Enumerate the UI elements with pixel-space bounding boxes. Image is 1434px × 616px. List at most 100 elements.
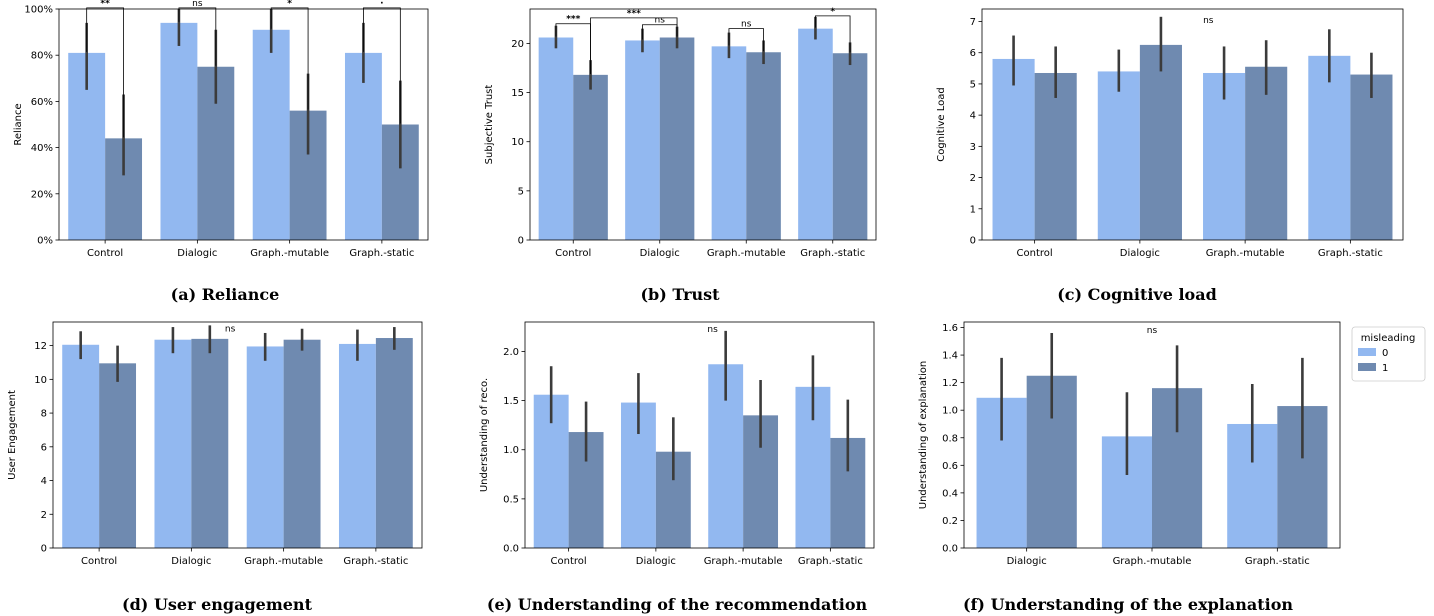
- significance-label: ns: [707, 325, 718, 335]
- significance-label: ns: [192, 0, 203, 9]
- chart-panel-c: 0 1 2 3 4 5 6 7 Control Dialogic Graph.-mutable Gra…: [936, 8, 1404, 259]
- x-tick-label: Graph.-static: [1318, 248, 1383, 259]
- x-tick-label: Graph.-mutable: [707, 248, 786, 259]
- y-tick-label: 8: [41, 409, 47, 420]
- bar-graph-mutable-misleading-1: [746, 52, 781, 240]
- y-tick-label: 7: [970, 17, 976, 28]
- y-tick-label: 0.0: [503, 544, 519, 555]
- chart-panel-a: 0% 20% 40% 60% 80% 100% Control Dialogic Graph.-…: [13, 0, 429, 259]
- significance-label: ***: [627, 9, 641, 19]
- y-tick-label: 1: [970, 204, 976, 215]
- x-tick-label: Control: [551, 556, 587, 567]
- x-tick-label: Graph.-static: [1245, 556, 1310, 567]
- y-axis-label: Understanding of reco.: [479, 378, 490, 492]
- y-tick-label: 0.2: [942, 516, 958, 527]
- bar-dialogic-misleading-0: [1097, 71, 1140, 240]
- x-tick-label: Graph.-mutable: [250, 248, 329, 259]
- bar-graph-static-misleading-0: [344, 52, 382, 240]
- y-tick-label: 3: [970, 142, 976, 153]
- bar-control-misleading-1: [1034, 72, 1077, 240]
- panel-caption-e: (e) Understanding of the recommendation: [487, 595, 868, 614]
- panel-caption-d: (d) User engagement: [122, 595, 313, 614]
- x-tick-label: Graph.-static: [798, 556, 863, 567]
- panel-caption-a: (a) Reliance: [171, 285, 280, 304]
- y-tick-label: 0: [970, 236, 976, 247]
- x-tick-label: Control: [81, 556, 117, 567]
- y-tick-label: 1.6: [942, 323, 958, 334]
- x-tick-label: Graph.-static: [800, 248, 865, 259]
- x-tick-label: Dialogic: [640, 248, 680, 259]
- significance-bracket: [815, 15, 851, 53]
- plot-frame: [52, 321, 423, 549]
- significance-bracket: [86, 7, 124, 138]
- significance-bracket: [363, 7, 401, 124]
- y-tick-label: 60%: [31, 97, 53, 108]
- y-tick-label: 0.5: [503, 494, 519, 505]
- y-tick-label: 5: [518, 186, 524, 197]
- chart-panel-e: 0.0 0.5 1.0 1.5 2.0 Control Dialogic Graph.-mut…: [479, 321, 875, 567]
- y-tick-label: 0: [41, 544, 47, 555]
- y-tick-label: 0%: [37, 236, 53, 247]
- x-tick-label: Dialogic: [1007, 556, 1047, 567]
- bar-graph-static-misleading-0: [798, 28, 833, 240]
- significance-label: ns: [741, 20, 752, 30]
- significance-label: ns: [655, 16, 666, 26]
- y-tick-label: 20: [511, 39, 524, 50]
- y-axis-label: Cognitive Load: [936, 87, 947, 162]
- bar-graph-static-misleading-1: [832, 53, 868, 241]
- x-tick-label: Control: [1017, 248, 1053, 259]
- panel-caption-c: (c) Cognitive load: [1057, 285, 1217, 304]
- y-tick-label: 0.8: [942, 433, 958, 444]
- bar-control-misleading-0: [538, 37, 574, 241]
- y-tick-label: 0.0: [942, 544, 958, 555]
- significance-label: ·: [380, 0, 383, 9]
- y-tick-label: 10: [511, 137, 524, 148]
- x-tick-label: Dialogic: [171, 556, 211, 567]
- x-tick-label: Graph.-mutable: [1113, 556, 1192, 567]
- y-tick-label: 80%: [31, 51, 53, 62]
- bar-dialogic-misleading-0: [154, 339, 192, 548]
- bar-dialogic-misleading-0: [160, 22, 198, 240]
- x-tick-label: Dialogic: [636, 556, 676, 567]
- y-tick-label: 15: [511, 88, 524, 99]
- y-axis-label: Reliance: [13, 103, 24, 145]
- x-tick-label: Graph.-mutable: [244, 556, 323, 567]
- x-tick-label: Control: [87, 248, 123, 259]
- y-axis-label: Understanding of explanation: [918, 361, 929, 509]
- panel-caption-f: (f) Understanding of the explanation: [963, 595, 1293, 614]
- significance-label: ***: [566, 15, 580, 25]
- panel-caption-b: (b) Trust: [640, 285, 720, 304]
- bar-dialogic-misleading-1: [191, 338, 229, 548]
- significance-label: *: [287, 0, 292, 9]
- plot-frame: [529, 8, 877, 241]
- significance-label: ns: [225, 324, 236, 334]
- y-tick-label: 0.4: [942, 488, 958, 499]
- bar-graph-static-misleading-1: [1350, 74, 1393, 241]
- y-tick-label: 0: [518, 236, 524, 247]
- bar-graph-static-misleading-0: [1308, 55, 1351, 240]
- bar-dialogic-misleading-1: [1139, 44, 1182, 240]
- chart-panel-f: 0.0 0.2 0.4 0.6 0.8 1.0 1.2 1.4 1.6 Dialogic Graph…: [918, 321, 1341, 567]
- chart-panel-b: 0 5 10 15 20 Control Dialogic Graph.-mutable Gra…: [484, 7, 877, 259]
- y-tick-label: 10: [34, 375, 47, 386]
- y-tick-label: 12: [34, 341, 47, 352]
- bar-graph-mutable-misleading-1: [1245, 66, 1288, 240]
- legend-label: 1: [1382, 363, 1388, 374]
- y-tick-label: 2: [970, 173, 976, 184]
- significance-bracket: [728, 28, 764, 52]
- y-tick-label: 20%: [31, 189, 53, 200]
- significance-bracket: [178, 7, 217, 66]
- y-tick-label: 4: [970, 111, 976, 122]
- significance-label: **: [100, 0, 110, 9]
- legend-swatch-1: [1358, 363, 1376, 371]
- chart-panel-d: 0 2 4 6 8 10 12 Control Dialogic Graph.-mutable Gr…: [7, 321, 423, 567]
- x-tick-label: Graph.-static: [343, 556, 408, 567]
- y-tick-label: 0.6: [942, 461, 958, 472]
- y-tick-label: 4: [41, 476, 47, 487]
- bar-control-misleading-0: [62, 344, 100, 548]
- y-tick-label: 40%: [31, 143, 53, 154]
- x-tick-label: Dialogic: [177, 248, 217, 259]
- y-tick-label: 1.4: [942, 351, 958, 362]
- y-axis-label: Subjective Trust: [484, 85, 495, 165]
- bar-graph-mutable-misleading-1: [283, 339, 321, 548]
